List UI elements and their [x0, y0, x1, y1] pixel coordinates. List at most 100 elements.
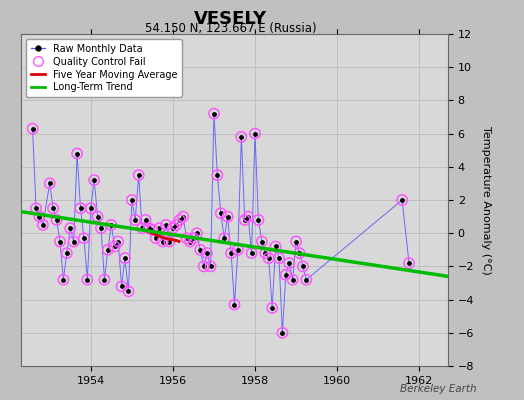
- Point: [237, 134, 246, 140]
- Point: [261, 250, 269, 256]
- Point: [70, 238, 78, 245]
- Point: [268, 305, 276, 311]
- Point: [63, 250, 71, 256]
- Point: [251, 130, 259, 137]
- Point: [97, 225, 105, 232]
- Point: [73, 150, 81, 157]
- Point: [289, 276, 297, 283]
- Point: [292, 238, 300, 245]
- Point: [234, 246, 242, 253]
- Point: [258, 238, 266, 245]
- Point: [86, 205, 95, 212]
- Point: [196, 246, 204, 253]
- Point: [52, 217, 61, 223]
- Point: [151, 235, 160, 241]
- Point: [124, 288, 133, 294]
- Point: [158, 238, 167, 245]
- Point: [186, 238, 194, 245]
- Point: [299, 263, 307, 270]
- Point: [83, 276, 92, 283]
- Point: [227, 250, 235, 256]
- Point: [186, 238, 194, 245]
- Point: [128, 197, 136, 203]
- Point: [220, 235, 228, 241]
- Point: [169, 225, 177, 232]
- Point: [189, 235, 198, 241]
- Point: [165, 238, 173, 245]
- Point: [244, 214, 253, 220]
- Point: [241, 217, 249, 223]
- Point: [49, 205, 57, 212]
- Point: [104, 246, 112, 253]
- Point: [220, 235, 228, 241]
- Point: [59, 276, 68, 283]
- Point: [77, 205, 85, 212]
- Point: [200, 263, 208, 270]
- Point: [165, 238, 173, 245]
- Point: [135, 172, 143, 178]
- Point: [231, 301, 239, 308]
- Point: [206, 263, 215, 270]
- Point: [268, 305, 276, 311]
- Point: [281, 272, 290, 278]
- Point: [111, 243, 119, 250]
- Point: [128, 197, 136, 203]
- Point: [254, 217, 263, 223]
- Point: [39, 222, 47, 228]
- Point: [258, 238, 266, 245]
- Point: [265, 255, 273, 261]
- Point: [28, 126, 37, 132]
- Point: [73, 150, 81, 157]
- Point: [117, 283, 126, 290]
- Point: [289, 276, 297, 283]
- Point: [131, 217, 139, 223]
- Point: [162, 222, 170, 228]
- Point: [398, 197, 406, 203]
- Point: [231, 301, 239, 308]
- Point: [285, 260, 293, 266]
- Point: [265, 255, 273, 261]
- Point: [59, 276, 68, 283]
- Point: [296, 250, 304, 256]
- Point: [35, 214, 43, 220]
- Point: [216, 210, 225, 216]
- Point: [296, 250, 304, 256]
- Point: [213, 172, 222, 178]
- Point: [405, 260, 413, 266]
- Point: [275, 255, 283, 261]
- Point: [49, 205, 57, 212]
- Point: [155, 225, 163, 232]
- Point: [169, 225, 177, 232]
- Point: [148, 227, 157, 233]
- Point: [138, 225, 146, 232]
- Point: [32, 205, 40, 212]
- Point: [278, 330, 287, 336]
- Point: [271, 243, 280, 250]
- Point: [114, 238, 122, 245]
- Point: [46, 180, 54, 186]
- Point: [398, 197, 406, 203]
- Point: [179, 214, 188, 220]
- Point: [172, 222, 180, 228]
- Point: [66, 225, 74, 232]
- Point: [206, 263, 215, 270]
- Point: [223, 214, 232, 220]
- Point: [223, 214, 232, 220]
- Point: [405, 260, 413, 266]
- Point: [114, 238, 122, 245]
- Point: [193, 230, 201, 236]
- Point: [292, 238, 300, 245]
- Point: [278, 330, 287, 336]
- Point: [63, 250, 71, 256]
- Legend: Raw Monthly Data, Quality Control Fail, Five Year Moving Average, Long-Term Tren: Raw Monthly Data, Quality Control Fail, …: [26, 39, 182, 97]
- Point: [90, 177, 99, 183]
- Point: [145, 225, 153, 232]
- Point: [56, 238, 64, 245]
- Point: [247, 250, 256, 256]
- Point: [158, 238, 167, 245]
- Point: [138, 225, 146, 232]
- Point: [121, 255, 129, 261]
- Point: [86, 205, 95, 212]
- Point: [210, 110, 218, 117]
- Point: [93, 214, 102, 220]
